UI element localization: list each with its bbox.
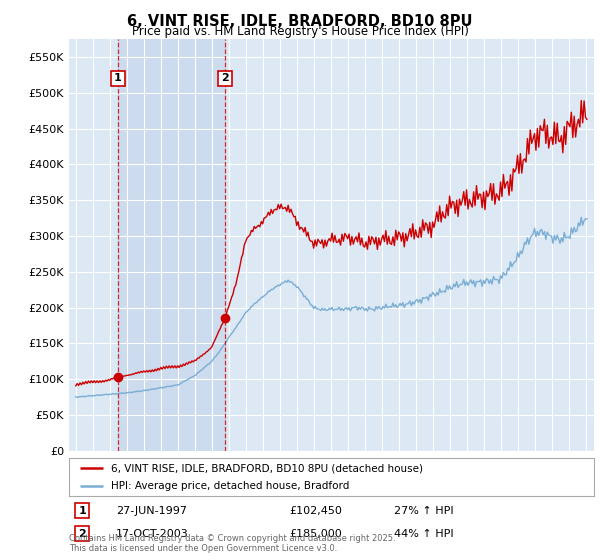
Text: Price paid vs. HM Land Registry's House Price Index (HPI): Price paid vs. HM Land Registry's House …	[131, 25, 469, 38]
Text: Contains HM Land Registry data © Crown copyright and database right 2025.
This d: Contains HM Land Registry data © Crown c…	[69, 534, 395, 553]
Text: 27-JUN-1997: 27-JUN-1997	[116, 506, 187, 516]
Text: 6, VINT RISE, IDLE, BRADFORD, BD10 8PU: 6, VINT RISE, IDLE, BRADFORD, BD10 8PU	[127, 14, 473, 29]
Text: 1: 1	[114, 73, 122, 83]
Text: 6, VINT RISE, IDLE, BRADFORD, BD10 8PU (detached house): 6, VINT RISE, IDLE, BRADFORD, BD10 8PU (…	[111, 463, 423, 473]
Text: 27% ↑ HPI: 27% ↑ HPI	[395, 506, 454, 516]
Text: HPI: Average price, detached house, Bradford: HPI: Average price, detached house, Brad…	[111, 481, 349, 491]
Bar	[118, 39, 225, 451]
Text: 2: 2	[221, 73, 229, 83]
Text: £185,000: £185,000	[290, 529, 342, 539]
Text: £102,450: £102,450	[290, 506, 343, 516]
Text: 1: 1	[78, 506, 86, 516]
Text: 44% ↑ HPI: 44% ↑ HPI	[395, 529, 454, 539]
Text: 17-OCT-2003: 17-OCT-2003	[116, 529, 189, 539]
Text: 2: 2	[78, 529, 86, 539]
